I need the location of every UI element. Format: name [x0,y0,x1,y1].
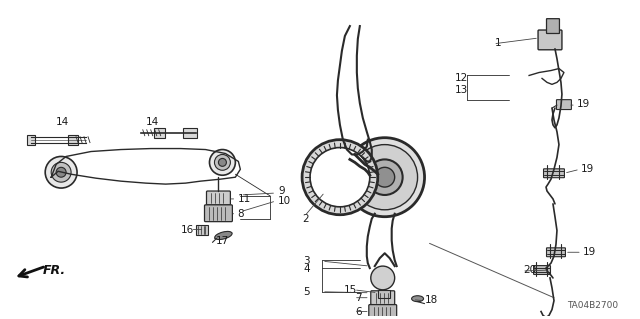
FancyBboxPatch shape [378,290,390,298]
FancyBboxPatch shape [547,19,559,33]
Text: 9: 9 [278,186,285,196]
Text: 15: 15 [344,285,357,295]
Text: 13: 13 [454,85,468,95]
Text: 6: 6 [355,307,362,316]
Text: 19: 19 [581,164,594,174]
Circle shape [371,266,395,290]
FancyBboxPatch shape [556,100,572,109]
Text: 10: 10 [278,196,291,206]
Circle shape [345,138,424,217]
Text: 19: 19 [583,247,596,257]
FancyBboxPatch shape [534,266,550,274]
Circle shape [310,148,370,207]
Text: 4: 4 [303,264,310,274]
FancyBboxPatch shape [369,305,397,319]
Circle shape [302,140,378,215]
Circle shape [214,154,230,170]
FancyBboxPatch shape [68,135,78,145]
Text: 3: 3 [303,256,310,266]
Text: 16: 16 [180,225,194,234]
Text: 2: 2 [302,214,308,224]
Text: 5: 5 [303,287,310,297]
Text: 14: 14 [146,117,159,127]
FancyBboxPatch shape [207,191,230,205]
FancyBboxPatch shape [182,128,196,138]
FancyBboxPatch shape [543,169,564,178]
Text: 14: 14 [56,117,69,127]
Circle shape [375,167,395,187]
Text: 12: 12 [454,73,468,84]
Text: 8: 8 [237,209,244,219]
Text: 1: 1 [495,38,502,48]
FancyBboxPatch shape [28,135,35,145]
Text: 11: 11 [237,194,251,204]
Text: 19: 19 [577,99,590,109]
FancyBboxPatch shape [205,205,232,222]
FancyBboxPatch shape [547,248,565,257]
Text: TA04B2700: TA04B2700 [568,301,619,310]
Text: FR.: FR. [44,263,67,277]
FancyBboxPatch shape [371,291,395,305]
Ellipse shape [412,296,424,302]
Text: 7: 7 [355,293,362,303]
Circle shape [209,150,236,175]
FancyBboxPatch shape [196,225,209,235]
Circle shape [51,162,71,182]
Circle shape [56,167,66,177]
FancyBboxPatch shape [538,30,562,50]
Text: 18: 18 [424,295,438,305]
Text: 20: 20 [523,265,536,275]
Ellipse shape [214,231,232,240]
Circle shape [45,156,77,188]
Circle shape [218,159,227,166]
Circle shape [367,160,403,195]
Circle shape [352,145,417,210]
Text: 17: 17 [216,236,228,246]
FancyBboxPatch shape [154,128,164,138]
